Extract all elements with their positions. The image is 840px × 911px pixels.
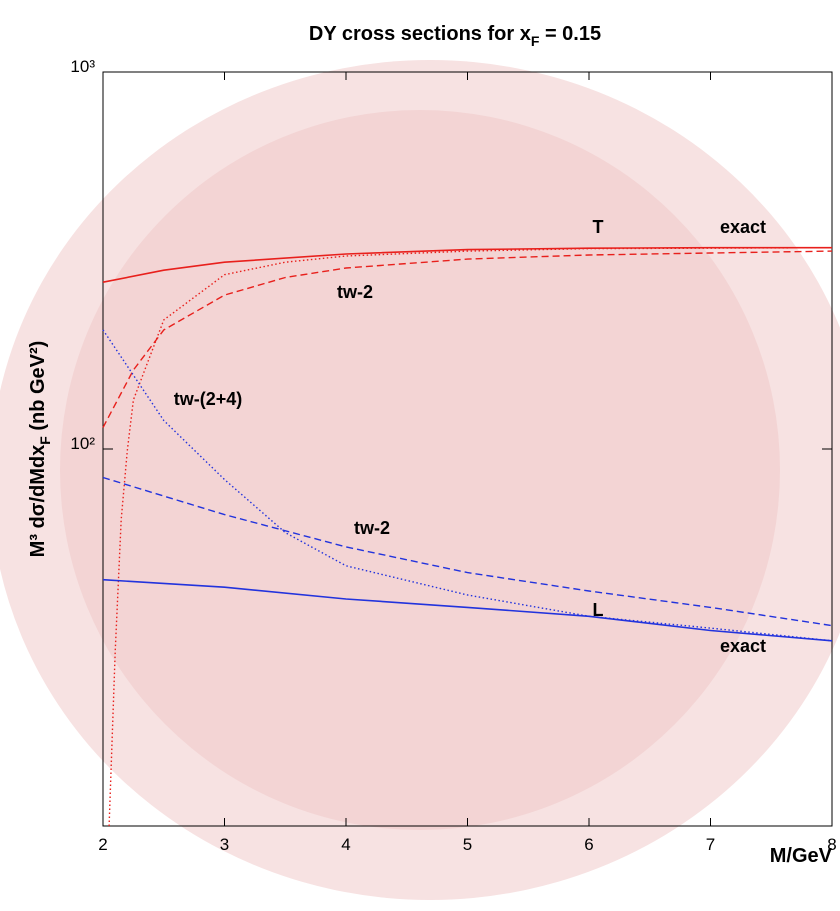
background-decoration (60, 110, 780, 830)
annotation: exact (720, 217, 766, 237)
x-tick-label: 7 (706, 835, 715, 854)
y-tick-label: 10³ (70, 57, 95, 76)
annotation: T (593, 217, 604, 237)
annotation: tw-2 (337, 282, 373, 302)
annotation: tw-2 (354, 518, 390, 538)
series-line (102, 246, 832, 283)
ylabel-sub: F (37, 436, 53, 445)
series-line (102, 578, 833, 642)
y-axis-label: M³ dσ/dMdxF (nb GeV²) (27, 341, 53, 558)
series-line (102, 476, 833, 627)
x-tick-label: 3 (220, 835, 229, 854)
title-sub: F (531, 33, 540, 49)
title-rest: = 0.15 (539, 23, 601, 45)
x-axis-label: M/GeV (770, 845, 833, 867)
annotation: exact (720, 636, 766, 656)
annotation: tw-(2+4) (174, 389, 243, 409)
chart-title: DY cross sections for xF = 0.15 (309, 23, 601, 49)
y-tick-label: 10² (70, 434, 95, 453)
x-tick-label: 4 (341, 835, 350, 854)
ylabel-main: M³ dσ/dMdx (27, 445, 49, 558)
x-tick-label: 6 (584, 835, 593, 854)
annotation: L (593, 600, 604, 620)
series-line (102, 250, 833, 428)
x-tick-label: 8 (827, 835, 836, 854)
x-tick-label: 2 (98, 835, 107, 854)
ylabel-rest: (nb GeV²) (27, 341, 49, 437)
title-main: DY cross sections for x (309, 23, 531, 45)
series-line (102, 329, 833, 642)
series-line (108, 247, 833, 827)
x-tick-label: 5 (463, 835, 472, 854)
